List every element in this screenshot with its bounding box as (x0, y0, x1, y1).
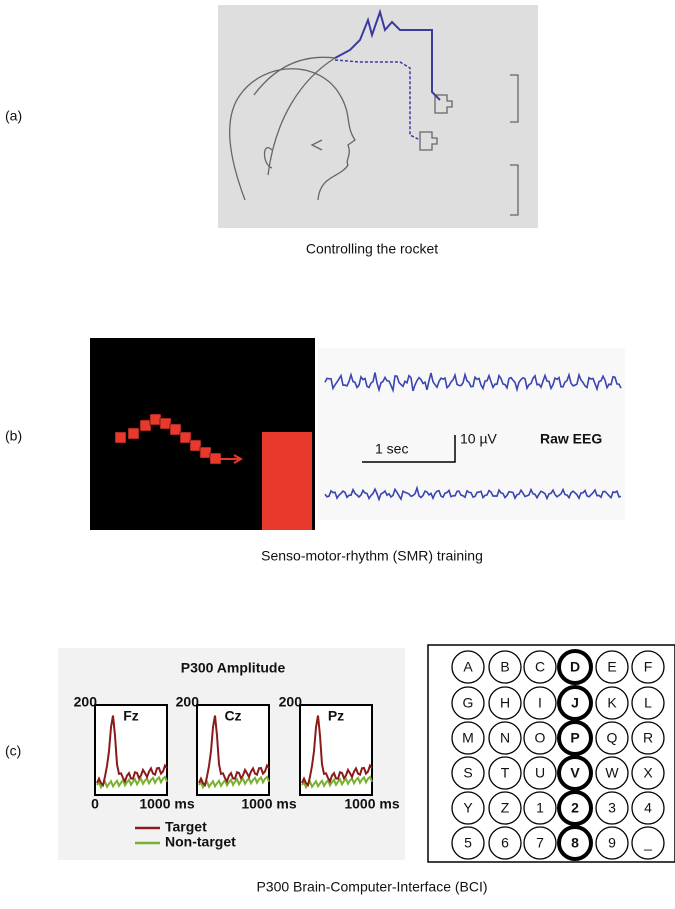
speller-letter: W (605, 765, 619, 781)
speller-letter: V (570, 765, 580, 781)
figure: (a) Controlling the rocket (b) Senso-motor-… (0, 0, 675, 909)
speller-letter: S (463, 765, 472, 781)
cursor-square (190, 440, 201, 451)
channel-label: Fz (123, 708, 139, 724)
panel-label: (b) (5, 428, 22, 444)
x-max-label: 1000 ms (241, 796, 296, 812)
speller-letter: A (463, 659, 473, 675)
speller-letter: Q (607, 730, 618, 746)
speller-letter: 5 (464, 835, 472, 851)
channel-label: Cz (224, 708, 241, 724)
speller-letter: 3 (608, 800, 616, 816)
speller-letter: R (643, 730, 653, 746)
speller-letter: D (570, 659, 580, 675)
speller-letter: 4 (644, 800, 652, 816)
scale-amplitude: 10 µV (460, 431, 498, 447)
legend-label: Non-target (165, 834, 236, 850)
cursor-square (150, 414, 161, 425)
target-bar (262, 432, 312, 530)
speller-letter: P (570, 730, 579, 746)
speller-letter: F (644, 659, 653, 675)
speller-letter: G (463, 695, 474, 711)
cursor-square (160, 418, 171, 429)
speller-letter: _ (643, 835, 652, 851)
speller-letter: 1 (536, 800, 544, 816)
y-max-label: 200 (74, 694, 98, 710)
signal-label: Raw EEG (540, 431, 602, 447)
speller-letter: 9 (608, 835, 616, 851)
caption: Controlling the rocket (306, 241, 438, 257)
speller-letter: B (500, 659, 509, 675)
legend-label: Target (165, 819, 207, 835)
cursor-square (200, 447, 211, 458)
speller-letter: 6 (501, 835, 509, 851)
speller-letter: 7 (536, 835, 544, 851)
cursor-square (170, 424, 181, 435)
panel-label: (c) (5, 743, 21, 759)
cursor-square (180, 432, 191, 443)
panel-label: (a) (5, 108, 22, 124)
y-max-label: 200 (279, 694, 303, 710)
x-max-label: 1000 ms (139, 796, 194, 812)
cursor-square (115, 432, 126, 443)
cursor-square (128, 428, 139, 439)
speller-letter: O (535, 730, 546, 746)
speller-letter: T (501, 765, 510, 781)
speller-letter: C (535, 659, 545, 675)
speller-letter: 8 (571, 835, 579, 851)
x-min-label: 0 (91, 796, 99, 812)
speller-letter: H (500, 695, 510, 711)
speller-letter: U (535, 765, 545, 781)
rocket-image (218, 5, 538, 228)
channel-label: Pz (328, 708, 344, 724)
caption: Senso-motor-rhythm (SMR) training (261, 548, 483, 564)
cursor-square (140, 420, 151, 431)
scale-time: 1 sec (375, 441, 408, 457)
speller-letter: L (644, 695, 652, 711)
speller-letter: K (607, 695, 617, 711)
speller-letter: M (462, 730, 474, 746)
speller-letter: 2 (571, 800, 579, 816)
speller-letter: J (571, 695, 579, 711)
plot-title: P300 Amplitude (181, 660, 286, 676)
speller-letter: N (500, 730, 510, 746)
y-max-label: 200 (176, 694, 200, 710)
speller-letter: X (643, 765, 653, 781)
speller-letter: I (538, 695, 542, 711)
speller-letter: E (607, 659, 616, 675)
speller-letter: Y (463, 800, 473, 816)
x-max-label: 1000 ms (344, 796, 399, 812)
speller-letter: Z (501, 800, 510, 816)
caption: P300 Brain-Computer-Interface (BCI) (256, 879, 487, 895)
